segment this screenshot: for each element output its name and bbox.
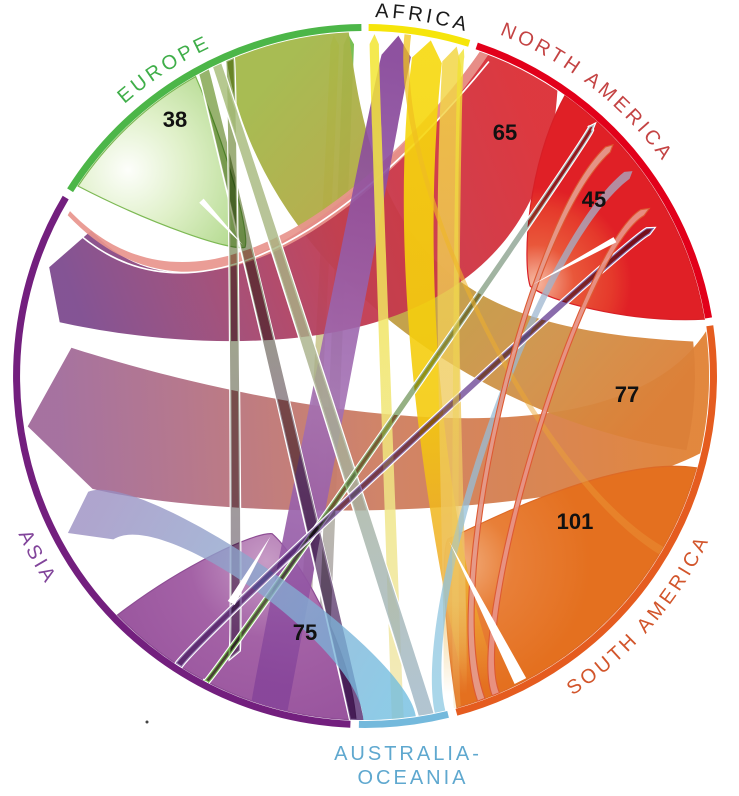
svg-text:45: 45 xyxy=(582,187,606,212)
svg-text:77: 77 xyxy=(615,382,639,407)
svg-text:101: 101 xyxy=(557,509,594,534)
svg-text:75: 75 xyxy=(293,620,317,645)
svg-text:OCEANIA: OCEANIA xyxy=(357,767,468,789)
svg-text:AUSTRALIA-: AUSTRALIA- xyxy=(334,743,482,765)
svg-text:38: 38 xyxy=(163,107,187,132)
svg-text:65: 65 xyxy=(493,120,517,145)
